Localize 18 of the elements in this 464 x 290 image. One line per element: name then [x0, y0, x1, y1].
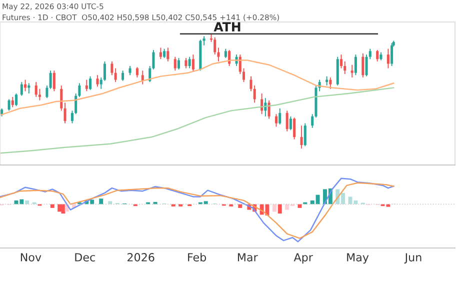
x-tick-label: Mar — [238, 253, 258, 262]
bar — [108, 201, 112, 204]
bar — [278, 204, 282, 214]
bar — [61, 204, 66, 214]
x-tick-label: Dec — [75, 253, 95, 262]
bar — [25, 200, 30, 204]
x-tick-label: Nov — [20, 253, 42, 262]
annotation: ATH — [214, 22, 240, 32]
bar — [298, 204, 302, 208]
x-tick-label: Apr — [294, 253, 313, 264]
x-tick-label: 2026 — [128, 253, 154, 262]
bar — [50, 204, 54, 208]
bar — [272, 204, 276, 212]
bar — [99, 198, 104, 204]
bar — [238, 204, 242, 208]
x-tick-label: Jun — [404, 253, 422, 264]
x-tick-label: Feb — [188, 252, 206, 262]
x-tick-label: May — [347, 253, 369, 264]
